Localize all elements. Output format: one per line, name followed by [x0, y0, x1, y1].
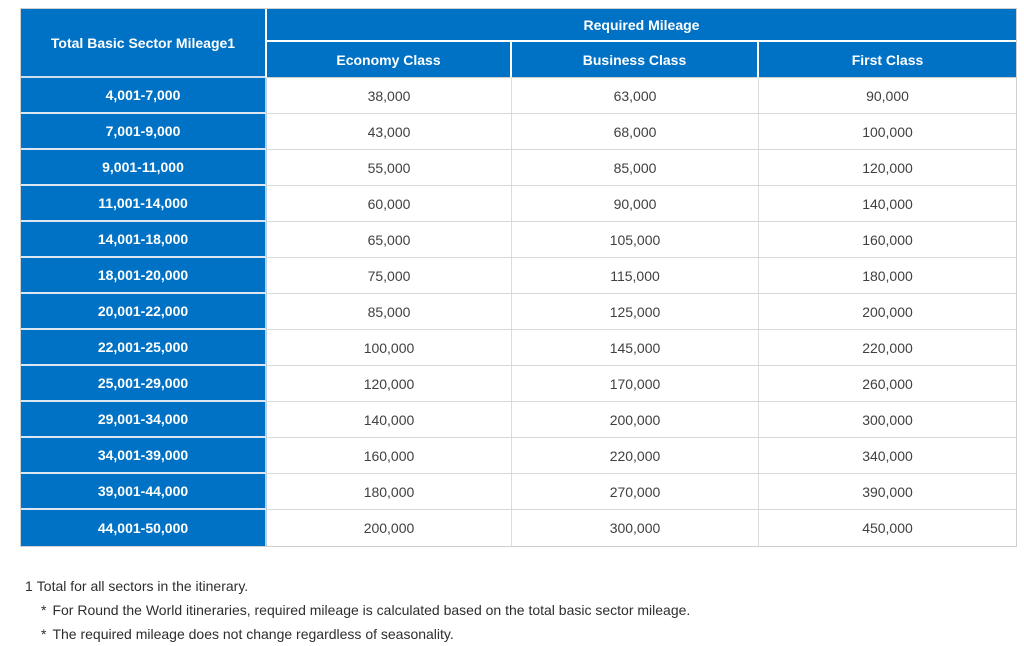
award-chart: Total Basic Sector Mileage1 Required Mil… — [20, 8, 1017, 547]
footnote-marker: * — [41, 602, 47, 618]
economy-mileage-cell: 43,000 — [267, 114, 512, 150]
table-row: 44,001-50,000 200,000 300,000 450,000 — [21, 510, 1016, 546]
table-row: 29,001-34,000 140,000 200,000 300,000 — [21, 402, 1016, 438]
economy-mileage-cell: 140,000 — [267, 402, 512, 438]
required-mileage-table: Total Basic Sector Mileage1 Required Mil… — [20, 8, 1017, 547]
economy-mileage-cell: 38,000 — [267, 78, 512, 114]
footnote-marker: * — [41, 626, 47, 642]
sector-mileage-range-cell: 11,001-14,000 — [21, 186, 267, 222]
footnote-text: Total for all sectors in the itinerary. — [36, 578, 249, 594]
footnote-line: 1 Total for all sectors in the itinerary. — [0, 574, 1024, 598]
sector-mileage-range-cell: 22,001-25,000 — [21, 330, 267, 366]
business-class-header: Business Class — [512, 42, 759, 78]
footnote-marker: 1 — [25, 578, 33, 594]
required-mileage-header: Required Mileage — [267, 9, 1016, 42]
table-row: 4,001-7,000 38,000 63,000 90,000 — [21, 78, 1016, 114]
first-mileage-cell: 90,000 — [759, 78, 1016, 114]
table-row: 9,001-11,000 55,000 85,000 120,000 — [21, 150, 1016, 186]
footnote-text: The required mileage does not change reg… — [52, 626, 454, 642]
business-mileage-cell: 115,000 — [512, 258, 759, 294]
economy-mileage-cell: 60,000 — [267, 186, 512, 222]
first-mileage-cell: 260,000 — [759, 366, 1016, 402]
sector-mileage-range-cell: 7,001-9,000 — [21, 114, 267, 150]
first-mileage-cell: 140,000 — [759, 186, 1016, 222]
sector-mileage-range-cell: 14,001-18,000 — [21, 222, 267, 258]
table-row: 11,001-14,000 60,000 90,000 140,000 — [21, 186, 1016, 222]
economy-mileage-cell: 55,000 — [267, 150, 512, 186]
footnote-text: For Round the World itineraries, require… — [52, 602, 691, 618]
economy-mileage-cell: 75,000 — [267, 258, 512, 294]
footnote-line: * For Round the World itineraries, requir… — [0, 598, 1024, 622]
business-mileage-cell: 220,000 — [512, 438, 759, 474]
total-basic-sector-mileage-header: Total Basic Sector Mileage1 — [21, 9, 267, 78]
sector-mileage-range-cell: 9,001-11,000 — [21, 150, 267, 186]
table-body: 4,001-7,000 38,000 63,000 90,000 7,001-9… — [21, 78, 1016, 546]
table-row: 20,001-22,000 85,000 125,000 200,000 — [21, 294, 1016, 330]
sector-mileage-range-cell: 4,001-7,000 — [21, 78, 267, 114]
sector-mileage-range-cell: 34,001-39,000 — [21, 438, 267, 474]
sector-mileage-range-cell: 20,001-22,000 — [21, 294, 267, 330]
economy-mileage-cell: 200,000 — [267, 510, 512, 546]
footnote-line: * The required mileage does not change re… — [0, 622, 1024, 646]
first-mileage-cell: 100,000 — [759, 114, 1016, 150]
footnotes: 1 Total for all sectors in the itinerary.… — [0, 574, 1024, 646]
sector-mileage-range-cell: 18,001-20,000 — [21, 258, 267, 294]
table-row: 25,001-29,000 120,000 170,000 260,000 — [21, 366, 1016, 402]
first-mileage-cell: 200,000 — [759, 294, 1016, 330]
sector-mileage-range-cell: 39,001-44,000 — [21, 474, 267, 510]
first-mileage-cell: 220,000 — [759, 330, 1016, 366]
first-class-header: First Class — [759, 42, 1016, 78]
first-mileage-cell: 180,000 — [759, 258, 1016, 294]
first-mileage-cell: 390,000 — [759, 474, 1016, 510]
sector-mileage-range-cell: 44,001-50,000 — [21, 510, 267, 546]
business-mileage-cell: 270,000 — [512, 474, 759, 510]
sector-mileage-range-cell: 25,001-29,000 — [21, 366, 267, 402]
table-row: 14,001-18,000 65,000 105,000 160,000 — [21, 222, 1016, 258]
economy-mileage-cell: 100,000 — [267, 330, 512, 366]
business-mileage-cell: 63,000 — [512, 78, 759, 114]
business-mileage-cell: 105,000 — [512, 222, 759, 258]
table-row: 22,001-25,000 100,000 145,000 220,000 — [21, 330, 1016, 366]
economy-mileage-cell: 65,000 — [267, 222, 512, 258]
economy-class-header: Economy Class — [267, 42, 512, 78]
business-mileage-cell: 170,000 — [512, 366, 759, 402]
business-mileage-cell: 68,000 — [512, 114, 759, 150]
table-row: 39,001-44,000 180,000 270,000 390,000 — [21, 474, 1016, 510]
economy-mileage-cell: 120,000 — [267, 366, 512, 402]
first-mileage-cell: 160,000 — [759, 222, 1016, 258]
table-row: 18,001-20,000 75,000 115,000 180,000 — [21, 258, 1016, 294]
first-mileage-cell: 120,000 — [759, 150, 1016, 186]
first-mileage-cell: 300,000 — [759, 402, 1016, 438]
business-mileage-cell: 125,000 — [512, 294, 759, 330]
sector-mileage-range-cell: 29,001-34,000 — [21, 402, 267, 438]
business-mileage-cell: 300,000 — [512, 510, 759, 546]
business-mileage-cell: 200,000 — [512, 402, 759, 438]
first-mileage-cell: 450,000 — [759, 510, 1016, 546]
economy-mileage-cell: 160,000 — [267, 438, 512, 474]
business-mileage-cell: 90,000 — [512, 186, 759, 222]
business-mileage-cell: 85,000 — [512, 150, 759, 186]
economy-mileage-cell: 180,000 — [267, 474, 512, 510]
first-mileage-cell: 340,000 — [759, 438, 1016, 474]
table-row: 7,001-9,000 43,000 68,000 100,000 — [21, 114, 1016, 150]
table-row: 34,001-39,000 160,000 220,000 340,000 — [21, 438, 1016, 474]
business-mileage-cell: 145,000 — [512, 330, 759, 366]
economy-mileage-cell: 85,000 — [267, 294, 512, 330]
